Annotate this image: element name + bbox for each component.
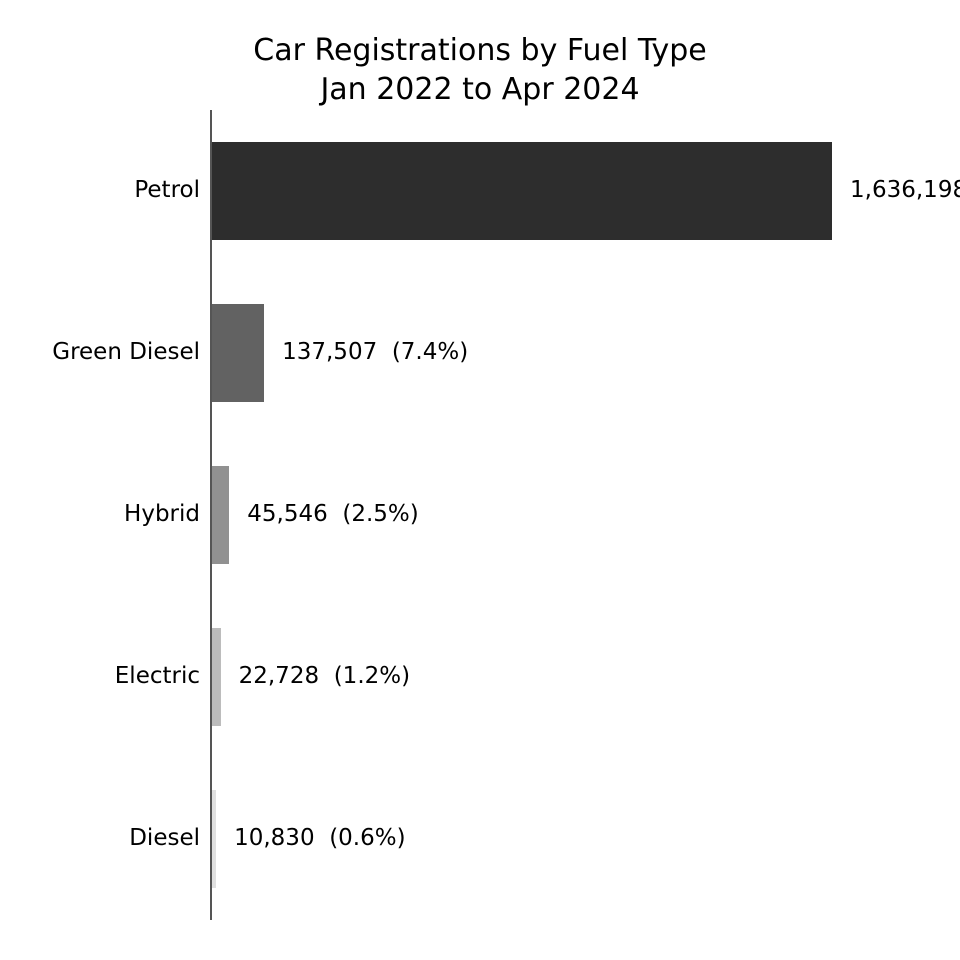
bar-electric (212, 628, 221, 725)
value-label: 137,507 (7.4%) (282, 339, 468, 365)
category-label: Diesel (10, 825, 200, 851)
value-label: 45,546 (2.5%) (247, 501, 418, 527)
category-label: Electric (10, 663, 200, 689)
value-label: 22,728 (1.2%) (239, 663, 410, 689)
chart-title-line1: Car Registrations by Fuel Type (0, 33, 960, 68)
value-label: 1,636,198 (88.3%) (850, 177, 960, 203)
bar-green-diesel (212, 304, 264, 401)
chart-title-line2: Jan 2022 to Apr 2024 (0, 72, 960, 107)
bar-hybrid (212, 466, 229, 563)
category-label: Green Diesel (10, 339, 200, 365)
chart-container: Car Registrations by Fuel Type Jan 2022 … (0, 0, 960, 960)
category-label: Hybrid (10, 501, 200, 527)
bar-diesel (212, 790, 216, 887)
value-label: 10,830 (0.6%) (234, 825, 405, 851)
bar-petrol (212, 142, 832, 239)
category-label: Petrol (10, 177, 200, 203)
